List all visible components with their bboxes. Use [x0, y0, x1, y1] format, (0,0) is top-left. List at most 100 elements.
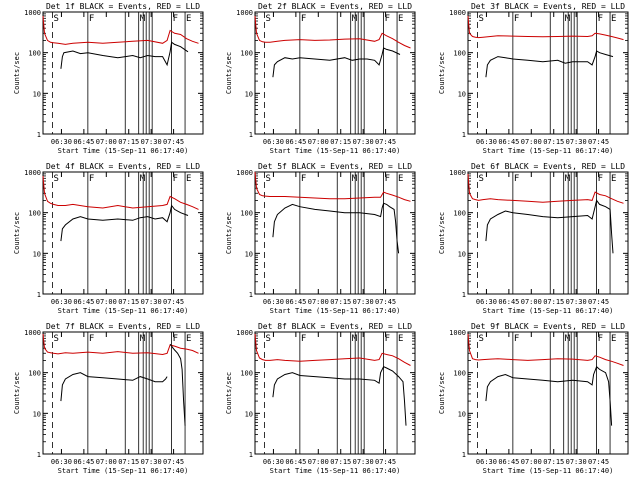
lld-series-line [42, 15, 199, 45]
x-tick-label: 07:30 [141, 458, 162, 466]
marker-label: F [173, 14, 178, 24]
x-tick-label: 07:45 [588, 298, 609, 306]
y-tick-label: 100 [453, 370, 466, 378]
plot-frame [467, 11, 629, 135]
events-series-line [272, 366, 407, 426]
y-tick-label: 100 [28, 370, 41, 378]
x-tick-label: 07:00 [308, 138, 329, 146]
marker-label: M [565, 334, 571, 344]
x-tick-label: 07:30 [141, 138, 162, 146]
marker-label: F [514, 174, 519, 184]
marker-label: F [89, 334, 94, 344]
marker-label: S [478, 334, 483, 344]
y-tick-label: 1 [249, 291, 253, 299]
lld-series-line [254, 15, 411, 49]
x-tick-label: 07:45 [588, 138, 609, 146]
plot-frame [254, 171, 416, 295]
plot-frame [467, 331, 629, 455]
y-tick-label: 1000 [449, 329, 466, 337]
marker-label: S [478, 14, 483, 24]
x-tick-label: 07:00 [96, 298, 117, 306]
x-tick-label: 07:45 [375, 138, 396, 146]
marker-label: M [140, 334, 146, 344]
panel-title: Det 1f BLACK = Events, RED = LLD [46, 2, 200, 11]
x-tick-label: 07:15 [330, 138, 351, 146]
marker-label: S [53, 174, 58, 184]
detector-panel: Det 3f BLACK = Events, RED = LLD 1 10 100 10… [438, 2, 629, 155]
marker-label: S [265, 14, 270, 24]
x-axis-label: Start Time (15-Sep-11 06:17:40) [270, 307, 401, 315]
x-tick-label: 07:00 [521, 138, 542, 146]
plot-frame [42, 171, 204, 295]
y-tick-label: 1 [37, 451, 41, 459]
x-tick-label: 07:30 [141, 298, 162, 306]
y-tick-label: 10 [458, 250, 466, 258]
marker-label: F [598, 174, 603, 184]
events-series-line [485, 199, 614, 254]
y-tick-label: 10 [245, 250, 253, 258]
marker-label: F [385, 334, 390, 344]
x-tick-label: 07:15 [118, 298, 139, 306]
x-tick-label: 07:30 [353, 138, 374, 146]
y-tick-label: 1000 [24, 329, 41, 337]
marker-label: F [301, 334, 306, 344]
x-tick-label: 06:45 [498, 298, 519, 306]
x-axis-label: Start Time (15-Sep-11 06:17:40) [58, 307, 189, 315]
x-tick-label: 07:00 [96, 458, 117, 466]
y-tick-label: 1000 [24, 169, 41, 177]
y-tick-label: 1 [462, 131, 466, 139]
y-axis-label: Counts/sec [438, 52, 446, 94]
y-tick-label: 1000 [449, 169, 466, 177]
y-axis-label: Counts/sec [225, 52, 233, 94]
x-axis-label: Start Time (15-Sep-11 06:17:40) [483, 147, 614, 155]
marker-label: F [89, 14, 94, 24]
y-tick-label: 10 [458, 90, 466, 98]
x-tick-label: 07:15 [330, 298, 351, 306]
panel-title: Det 3f BLACK = Events, RED = LLD [471, 2, 625, 11]
marker-label: M [352, 174, 358, 184]
y-axis-label: Counts/sec [225, 212, 233, 254]
y-tick-label: 100 [453, 210, 466, 218]
x-tick-label: 07:15 [543, 138, 564, 146]
marker-label: E [611, 14, 616, 24]
x-tick-label: 06:45 [73, 298, 94, 306]
marker-label: E [186, 14, 191, 24]
x-tick-label: 07:45 [588, 458, 609, 466]
plot-frame [467, 171, 629, 295]
detector-panel: Det 8f BLACK = Events, RED = LLD 1 10 100 10… [225, 322, 416, 475]
marker-label: E [398, 334, 403, 344]
x-tick-label: 06:45 [73, 138, 94, 146]
x-tick-label: 07:15 [118, 458, 139, 466]
y-tick-label: 10 [33, 250, 41, 258]
x-tick-label: 07:30 [566, 138, 587, 146]
x-axis-label: Start Time (15-Sep-11 06:17:40) [270, 467, 401, 475]
y-axis-label: Counts/sec [13, 212, 21, 254]
x-tick-label: 06:45 [73, 458, 94, 466]
marker-label: M [352, 14, 358, 24]
x-tick-label: 07:00 [308, 458, 329, 466]
marker-label: F [514, 334, 519, 344]
events-series-line [60, 41, 189, 69]
plot-frame [254, 11, 416, 135]
x-tick-label: 06:30 [476, 138, 497, 146]
lld-series-line [254, 333, 411, 366]
marker-label: F [385, 174, 390, 184]
marker-label: M [565, 174, 571, 184]
y-tick-label: 10 [458, 410, 466, 418]
marker-label: E [611, 334, 616, 344]
y-tick-label: 1000 [236, 169, 253, 177]
x-tick-label: 07:00 [521, 458, 542, 466]
x-tick-label: 07:30 [566, 458, 587, 466]
y-tick-label: 1 [249, 131, 253, 139]
x-tick-label: 07:45 [375, 298, 396, 306]
marker-label: M [140, 14, 146, 24]
marker-label: E [398, 174, 403, 184]
events-series-line [60, 204, 189, 242]
x-tick-label: 06:30 [51, 138, 72, 146]
x-axis-label: Start Time (15-Sep-11 06:17:40) [270, 147, 401, 155]
y-tick-label: 100 [453, 50, 466, 58]
x-tick-label: 07:15 [543, 298, 564, 306]
panel-title: Det 9f BLACK = Events, RED = LLD [471, 322, 625, 331]
x-tick-label: 06:45 [498, 138, 519, 146]
